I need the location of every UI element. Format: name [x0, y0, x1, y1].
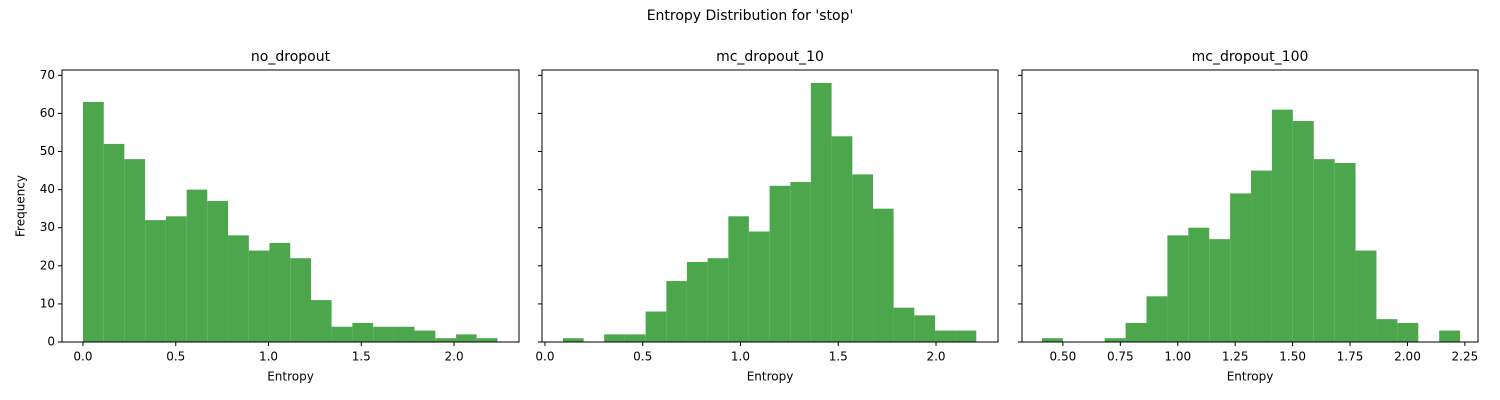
bar — [1355, 250, 1377, 342]
x-tick-label: 0.5 — [166, 350, 185, 364]
bar — [852, 174, 874, 342]
bar — [1188, 227, 1210, 342]
bar — [1251, 170, 1272, 342]
y-tick-label: 0 — [47, 335, 55, 349]
bar — [728, 216, 749, 342]
bar — [373, 326, 394, 342]
figure-title: Entropy Distribution for 'stop' — [647, 8, 854, 24]
x-tick-label: 2.0 — [445, 350, 464, 364]
axes-frame — [541, 69, 999, 343]
bar — [456, 334, 477, 342]
bar — [145, 220, 166, 342]
x-axis-label: Entropy — [267, 370, 314, 384]
bar — [790, 182, 811, 342]
bar — [1376, 319, 1398, 342]
y-tick-label: 20 — [40, 258, 55, 272]
bar — [124, 159, 146, 342]
x-tick-label: 1.25 — [1222, 350, 1249, 364]
x-tick-label: 1.5 — [352, 350, 371, 364]
x-tick-label: 1.5 — [829, 350, 848, 364]
bar — [686, 262, 708, 342]
bar — [562, 338, 584, 342]
x-tick-label: 1.0 — [259, 350, 278, 364]
bar — [290, 258, 312, 342]
bar — [1271, 109, 1293, 342]
bar — [1146, 296, 1168, 342]
bar — [311, 300, 332, 342]
x-tick-label: 2.25 — [1452, 350, 1479, 364]
axes-frame — [61, 69, 520, 343]
bar — [228, 235, 249, 342]
bar — [393, 326, 415, 342]
y-tick-label: 10 — [40, 296, 55, 310]
x-axis-label: Entropy — [1227, 370, 1274, 384]
y-tick-label: 30 — [40, 220, 55, 234]
bar — [1104, 338, 1126, 342]
bar — [186, 189, 208, 342]
axes-title: mc_dropout_10 — [716, 49, 824, 65]
bar — [82, 102, 104, 342]
x-tick-label: 0.0 — [73, 350, 92, 364]
bar — [1334, 162, 1356, 342]
bar — [248, 250, 270, 342]
y-tick-label: 50 — [40, 144, 55, 158]
bar — [269, 242, 291, 342]
bar — [873, 208, 894, 342]
bar — [831, 136, 853, 342]
x-tick-label: 1.0 — [731, 350, 750, 364]
x-tick-label: 1.00 — [1164, 350, 1191, 364]
y-tick-label: 70 — [40, 68, 55, 82]
x-tick-label: 0.5 — [633, 350, 652, 364]
bar — [624, 334, 646, 342]
bar — [955, 330, 977, 342]
bar — [1209, 239, 1231, 342]
bar — [1439, 330, 1461, 342]
bar — [645, 311, 667, 342]
bar — [1125, 322, 1147, 342]
bar — [707, 258, 729, 342]
bar — [1397, 322, 1419, 342]
y-tick-label: 40 — [40, 182, 55, 196]
x-tick-label: 1.50 — [1279, 350, 1306, 364]
y-axis-label: Frequency — [14, 175, 28, 237]
bar — [207, 201, 229, 342]
axes-title: no_dropout — [251, 49, 331, 65]
bar — [1292, 121, 1314, 342]
bar — [165, 216, 187, 342]
bar — [103, 143, 125, 342]
x-tick-label: 0.75 — [1107, 350, 1134, 364]
bar — [352, 322, 374, 342]
x-tick-label: 1.75 — [1337, 350, 1364, 364]
axes-frame — [1021, 69, 1479, 343]
bar — [414, 330, 436, 342]
x-axis-label: Entropy — [747, 370, 794, 384]
bar — [1041, 338, 1063, 342]
x-tick-label: 0.0 — [535, 350, 554, 364]
x-tick-label: 2.0 — [926, 350, 945, 364]
bar — [604, 334, 625, 342]
y-tick-label: 60 — [40, 106, 55, 120]
bar — [1313, 159, 1335, 342]
bar — [666, 281, 687, 342]
bar — [435, 338, 457, 342]
bar — [914, 315, 936, 342]
bar — [331, 326, 353, 342]
bar — [1167, 235, 1189, 342]
bar — [769, 185, 791, 342]
bar — [810, 82, 832, 342]
bar — [1230, 193, 1252, 342]
x-tick-label: 2.00 — [1394, 350, 1421, 364]
bar — [476, 338, 498, 342]
bar — [893, 307, 915, 342]
axes-title: mc_dropout_100 — [1192, 49, 1309, 65]
x-tick-label: 0.50 — [1050, 350, 1077, 364]
bar — [935, 330, 956, 342]
bar — [748, 231, 770, 342]
